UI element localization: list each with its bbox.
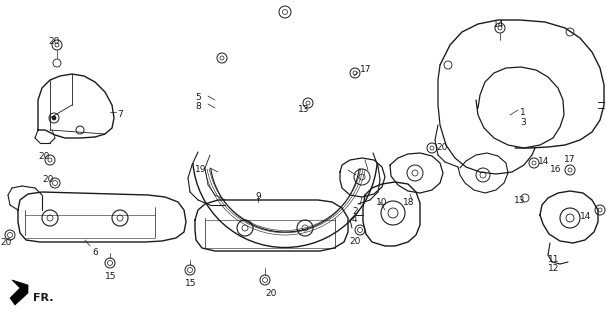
Text: 15: 15	[105, 272, 117, 281]
Circle shape	[52, 116, 56, 120]
Text: 13: 13	[514, 196, 526, 205]
Text: 7: 7	[117, 110, 123, 119]
Text: 14: 14	[538, 157, 549, 166]
Text: 20: 20	[38, 152, 49, 161]
Text: FR.: FR.	[33, 293, 53, 303]
Text: 12: 12	[548, 264, 560, 273]
Text: 13: 13	[298, 105, 310, 114]
Text: 3: 3	[520, 118, 526, 127]
Text: 20: 20	[0, 238, 12, 247]
Text: 9: 9	[255, 192, 261, 201]
Text: 17: 17	[564, 155, 575, 164]
Text: 5: 5	[195, 93, 201, 102]
Text: 20: 20	[436, 143, 447, 152]
Text: 16: 16	[550, 165, 561, 174]
Text: 14: 14	[580, 212, 591, 221]
Polygon shape	[10, 280, 28, 305]
Text: 20: 20	[48, 37, 59, 46]
Text: 20: 20	[265, 289, 276, 298]
Text: 20: 20	[42, 175, 53, 184]
Text: 4: 4	[352, 215, 358, 224]
Text: 20: 20	[349, 237, 361, 246]
Text: 19: 19	[195, 165, 206, 174]
Text: 18: 18	[403, 198, 415, 207]
Text: 15: 15	[185, 279, 197, 288]
Text: 10: 10	[376, 198, 387, 207]
Text: 6: 6	[92, 248, 98, 257]
Text: 14: 14	[493, 20, 504, 29]
Text: 2: 2	[352, 207, 358, 216]
Text: 1: 1	[520, 108, 526, 117]
Text: 11: 11	[548, 255, 560, 264]
Text: 17: 17	[360, 65, 371, 74]
Text: 8: 8	[195, 102, 201, 111]
